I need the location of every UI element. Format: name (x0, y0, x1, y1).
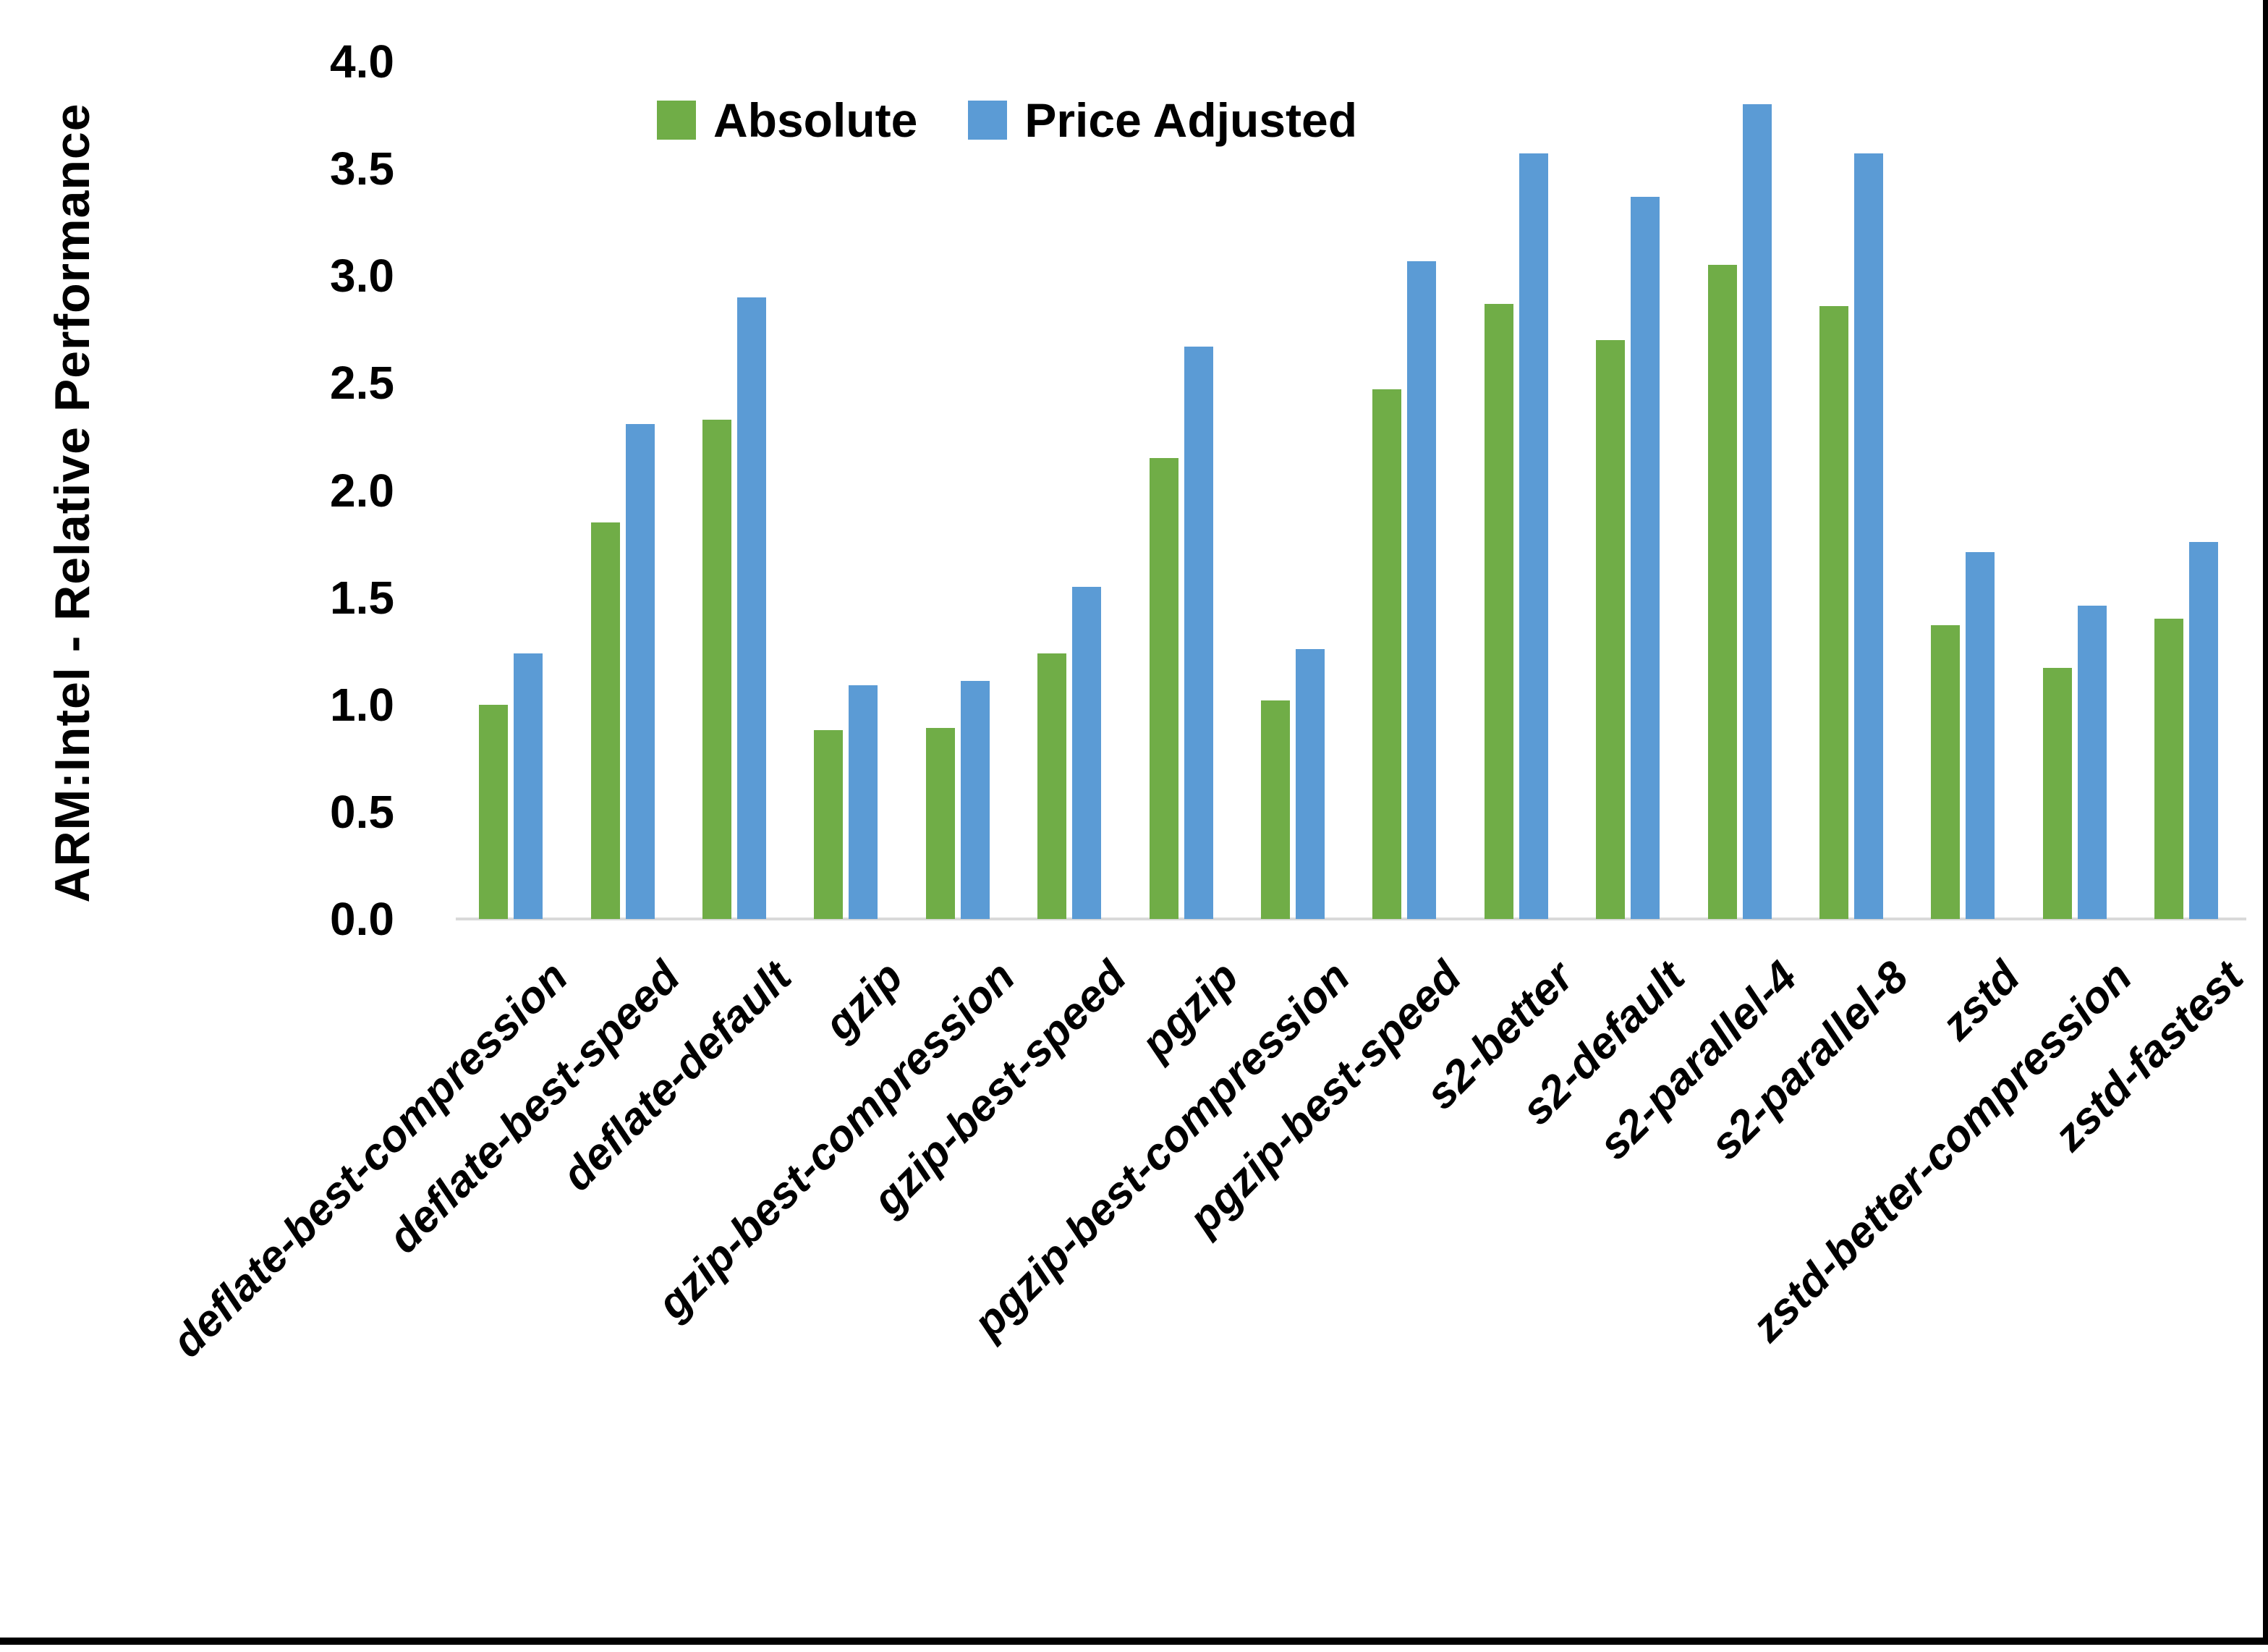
legend-swatch-absolute-icon (657, 101, 696, 140)
bar-price-adjusted-gzip-best-compression (961, 681, 990, 919)
bar-price-adjusted-zstd (1966, 552, 1995, 919)
legend-label-absolute: Absolute (713, 93, 918, 147)
legend-label-price-adjusted: Price Adjusted (1024, 93, 1358, 147)
bar-absolute-pgzip-best-compression (1261, 700, 1290, 919)
y-tick-label: 2.5 (330, 357, 394, 410)
bar-absolute-pgzip-best-speed (1372, 389, 1401, 919)
bar-absolute-s2-parallel-4 (1708, 265, 1737, 919)
y-tick-label: 3.0 (330, 250, 394, 302)
legend-item-price-adjusted: Price Adjusted (968, 93, 1357, 148)
bar-absolute-deflate-default (702, 420, 731, 919)
y-tick-label: 3.5 (330, 143, 394, 195)
bar-absolute-s2-better (1485, 304, 1513, 919)
bar-price-adjusted-zstd-fastest (2189, 542, 2218, 919)
bar-absolute-deflate-best-speed (591, 522, 620, 919)
y-tick-label: 0.0 (330, 893, 394, 945)
bar-price-adjusted-pgzip-best-compression (1296, 649, 1325, 919)
bar-absolute-zstd (1931, 625, 1960, 919)
y-tick-label: 4.0 (330, 35, 394, 88)
legend-swatch-price-adjusted-icon (968, 101, 1008, 140)
bar-price-adjusted-pgzip-best-speed (1407, 261, 1436, 919)
bar-absolute-s2-default (1596, 340, 1625, 919)
bar-absolute-zstd-better-compression (2043, 668, 2072, 919)
y-axis-title: ARM:Intel - Relative Performance (45, 103, 100, 903)
screenshot-edge-border-right (2263, 0, 2268, 1645)
bar-price-adjusted-s2-better (1519, 153, 1548, 919)
bar-absolute-gzip-best-speed (1037, 653, 1066, 919)
bar-price-adjusted-s2-default (1631, 197, 1660, 919)
legend-item-absolute: Absolute (657, 93, 917, 148)
screenshot-edge-border-bottom (0, 1638, 2268, 1645)
bar-price-adjusted-s2-parallel-8 (1854, 153, 1883, 919)
bar-absolute-gzip (814, 730, 843, 919)
bar-price-adjusted-deflate-default (737, 297, 766, 919)
bar-absolute-zstd-fastest (2154, 619, 2183, 919)
bar-price-adjusted-zstd-better-compression (2078, 606, 2107, 919)
x-axis-line (456, 918, 2246, 920)
y-tick-label: 0.5 (330, 785, 394, 838)
legend: Absolute Price Adjusted (657, 93, 1357, 148)
bar-absolute-gzip-best-compression (926, 728, 955, 919)
bar-price-adjusted-s2-parallel-4 (1743, 104, 1772, 919)
bar-absolute-deflate-best-compression (479, 705, 508, 919)
bar-price-adjusted-gzip (849, 685, 878, 919)
bar-absolute-pgzip (1150, 458, 1178, 919)
bar-price-adjusted-pgzip (1184, 347, 1213, 919)
bar-absolute-s2-parallel-8 (1819, 306, 1848, 919)
bar-price-adjusted-deflate-best-compression (514, 653, 543, 919)
y-tick-label: 1.5 (330, 571, 394, 624)
y-tick-label: 2.0 (330, 464, 394, 517)
bar-price-adjusted-gzip-best-speed (1072, 587, 1101, 919)
bar-price-adjusted-deflate-best-speed (626, 424, 655, 919)
y-tick-label: 1.0 (330, 678, 394, 731)
